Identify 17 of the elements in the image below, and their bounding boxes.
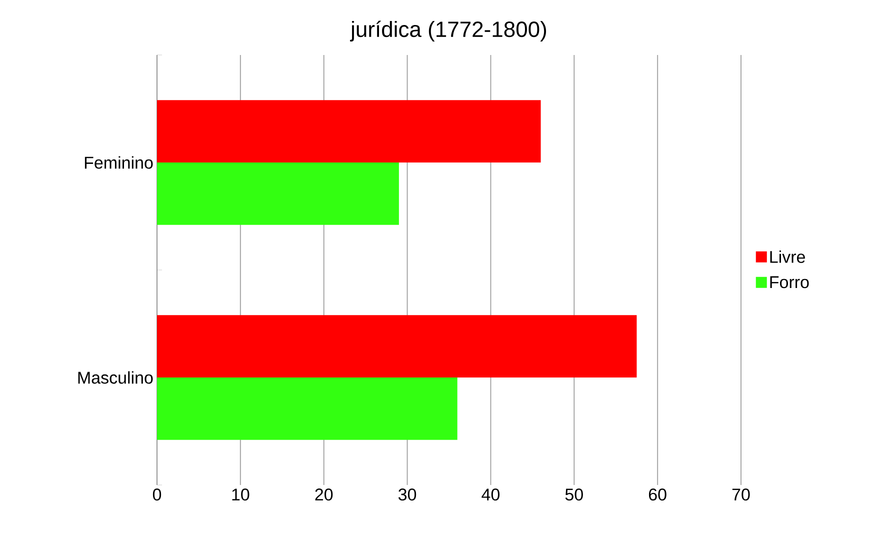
x-tick-label: 50 — [565, 488, 583, 501]
x-tick-label: 20 — [315, 488, 333, 501]
x-tick-label: 30 — [398, 488, 416, 501]
bar — [157, 377, 458, 440]
x-tick-label: 60 — [648, 488, 666, 501]
y-tick-label: Masculino — [78, 371, 153, 384]
x-tick-label: 70 — [732, 488, 750, 501]
x-tick-label: 0 — [152, 488, 162, 501]
legend-label: Forro — [770, 276, 809, 288]
legend-label: Livre — [770, 250, 805, 263]
bar — [157, 315, 637, 378]
chart-title: jurídica (1772-1800) — [350, 20, 546, 42]
y-tick-label: Feminino — [84, 156, 153, 169]
bar — [157, 100, 541, 162]
x-tick-label: 40 — [482, 488, 500, 501]
bar — [157, 162, 399, 225]
x-tick-label: 10 — [232, 488, 250, 501]
